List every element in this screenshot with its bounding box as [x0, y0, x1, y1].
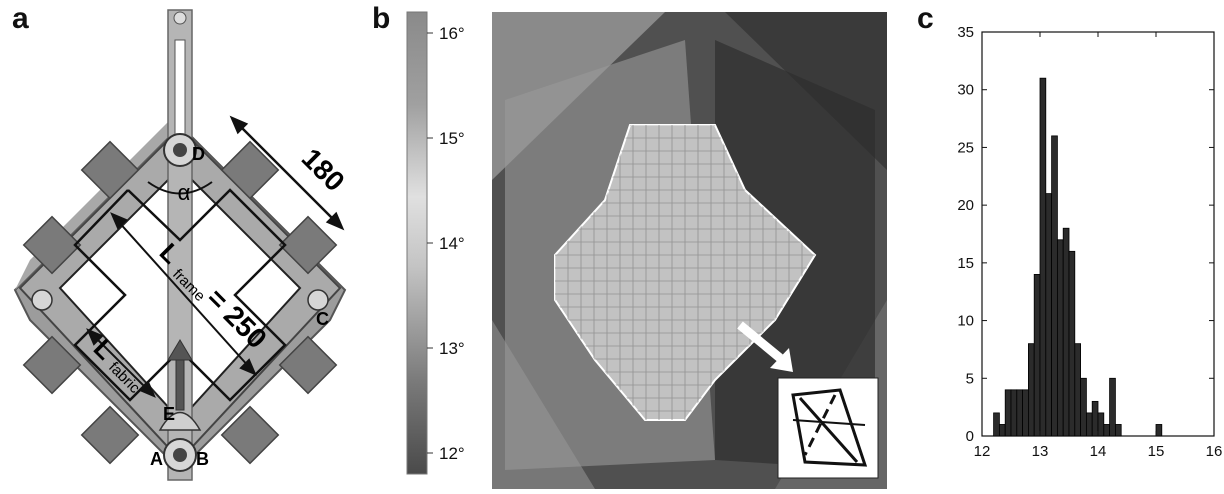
pivot-points	[31, 133, 329, 472]
x-axis-ticks: 12 13 14 15 16	[974, 32, 1223, 460]
y-tick-label: 10	[957, 313, 974, 330]
colorbar-tick-label: 13°	[439, 339, 465, 358]
x-tick-label: 12	[974, 443, 991, 460]
point-label-c: C	[316, 309, 329, 329]
x-tick-label: 13	[1032, 443, 1049, 460]
histogram-bar	[1004, 389, 1012, 437]
panel-label-c: c	[917, 2, 934, 35]
colorbar-tick-label: 16°	[439, 24, 465, 43]
histogram-bar	[1010, 389, 1018, 437]
y-tick-label: 35	[957, 24, 974, 41]
clamp-pads	[22, 140, 338, 465]
y-tick-label: 15	[957, 255, 974, 272]
point-label-a: A	[150, 449, 163, 469]
frame-diagram-svg: α 180 L frame = 250 L fabric D	[13, 9, 351, 481]
point-label-b: B	[196, 449, 209, 469]
histogram-bar	[993, 412, 1000, 437]
histogram-chart: 12 13 14 15 16 0 5 10 15 20 25 30 35	[957, 24, 1223, 460]
x-tick-label: 14	[1090, 443, 1107, 460]
colorbar-tick-label: 14°	[439, 234, 465, 253]
y-tick-label: 30	[957, 82, 974, 99]
y-tick-label: 5	[966, 370, 974, 387]
angle-map-svg: 16° 15° 14° 13° 12°	[406, 11, 887, 489]
panel-label-b: b	[372, 2, 391, 35]
histogram-bar	[1028, 343, 1035, 437]
alpha-arc	[147, 181, 213, 195]
panel-label-a: a	[12, 2, 29, 35]
histogram-panel: 12 13 14 15 16 0 5 10 15 20 25 30 35	[920, 0, 1224, 489]
histogram-bar	[1039, 77, 1047, 437]
frame-length-arrow	[110, 212, 257, 376]
histogram-bar	[1097, 412, 1105, 437]
histogram-bar	[1155, 424, 1163, 437]
angle-map-panel: 16° 15° 14° 13° 12°	[395, 0, 915, 489]
plot-area	[981, 31, 1215, 437]
histogram-bar	[1022, 389, 1029, 437]
histogram-bar	[999, 424, 1006, 437]
x-tick-label: 15	[1148, 443, 1165, 460]
histogram-bar	[1103, 424, 1111, 437]
y-tick-label: 20	[957, 197, 974, 214]
histogram-bar	[1091, 400, 1099, 437]
histogram-bar	[1080, 377, 1087, 437]
point-label-e: E	[163, 404, 175, 424]
histogram-bar	[1062, 227, 1070, 437]
fabric-length-arrow	[86, 328, 156, 398]
histogram-bar	[1045, 193, 1053, 437]
pull-arrow	[167, 339, 193, 411]
x-tick-label: 16	[1206, 443, 1223, 460]
histogram-bar	[1016, 389, 1024, 437]
colorbar-tick-label: 12°	[439, 444, 465, 463]
colorbar	[406, 11, 428, 475]
histogram-bar	[1109, 377, 1116, 437]
frame-diagram: α 180 L frame = 250 L fabric D	[0, 0, 360, 489]
dimension-180-arrow	[229, 115, 345, 231]
histogram-bar	[1033, 273, 1041, 437]
inset-sketch	[777, 377, 879, 479]
histogram-bar	[1056, 239, 1064, 437]
y-tick-label: 0	[966, 428, 974, 445]
histogram-bar	[1074, 343, 1082, 437]
histogram-bars	[993, 77, 1163, 437]
alpha-label: α	[178, 180, 191, 205]
histogram-bar	[1068, 250, 1076, 437]
y-axis-ticks: 0 5 10 15 20 25 30 35	[957, 24, 1214, 445]
colorbar-tick-label: 15°	[439, 129, 465, 148]
point-label-d: D	[192, 144, 205, 164]
direction-arrow	[737, 321, 793, 372]
histogram-bar	[1085, 412, 1093, 437]
histogram-bar	[1051, 135, 1058, 437]
y-tick-label: 25	[957, 139, 974, 156]
fabric-outline	[73, 188, 287, 402]
histogram-bar	[1114, 424, 1122, 437]
colorbar-ticks: 16° 15° 14° 13° 12°	[427, 24, 465, 463]
